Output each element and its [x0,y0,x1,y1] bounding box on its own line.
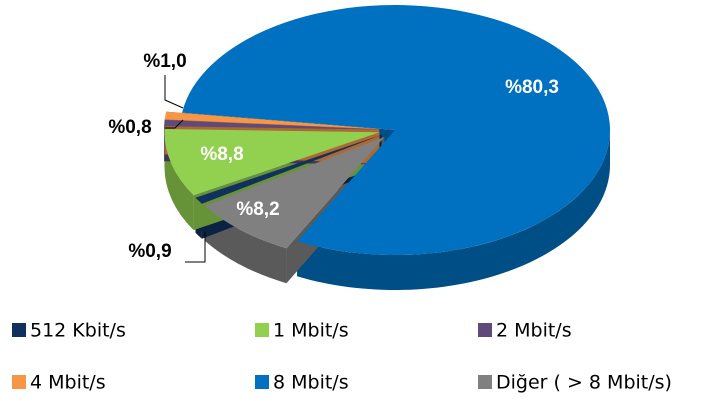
legend-label: Diğer ( > 8 Mbit/s) [496,372,672,394]
leader-line [164,75,184,109]
legend-swatch [478,375,492,389]
legend-label: 4 Mbit/s [30,372,106,394]
legend-label: 512 Kbit/s [30,320,126,342]
data-label: %8,2 [236,199,279,220]
data-label: %8,8 [200,144,243,165]
slice [164,128,380,196]
slice-side [164,132,194,231]
data-label: %0,9 [128,241,171,262]
legend-swatch [255,375,269,389]
slice [182,5,611,255]
data-label: %80,3 [505,77,559,98]
legend-label: 2 Mbit/s [496,320,572,342]
leader-line [185,232,206,263]
slice-side [297,130,610,290]
slice [164,119,380,130]
legend-label: 1 Mbit/s [273,320,349,342]
slice [195,134,382,204]
slice [204,136,385,249]
legend-swatch [255,323,269,337]
legend-label: 8 Mbit/s [273,372,349,394]
data-label: %0,8 [108,117,151,138]
legend-swatch [12,375,26,389]
legend-swatch [12,323,26,337]
legend-swatch [478,323,492,337]
leader-line [165,119,184,129]
slice [164,111,380,129]
data-label: %1,0 [143,51,186,72]
